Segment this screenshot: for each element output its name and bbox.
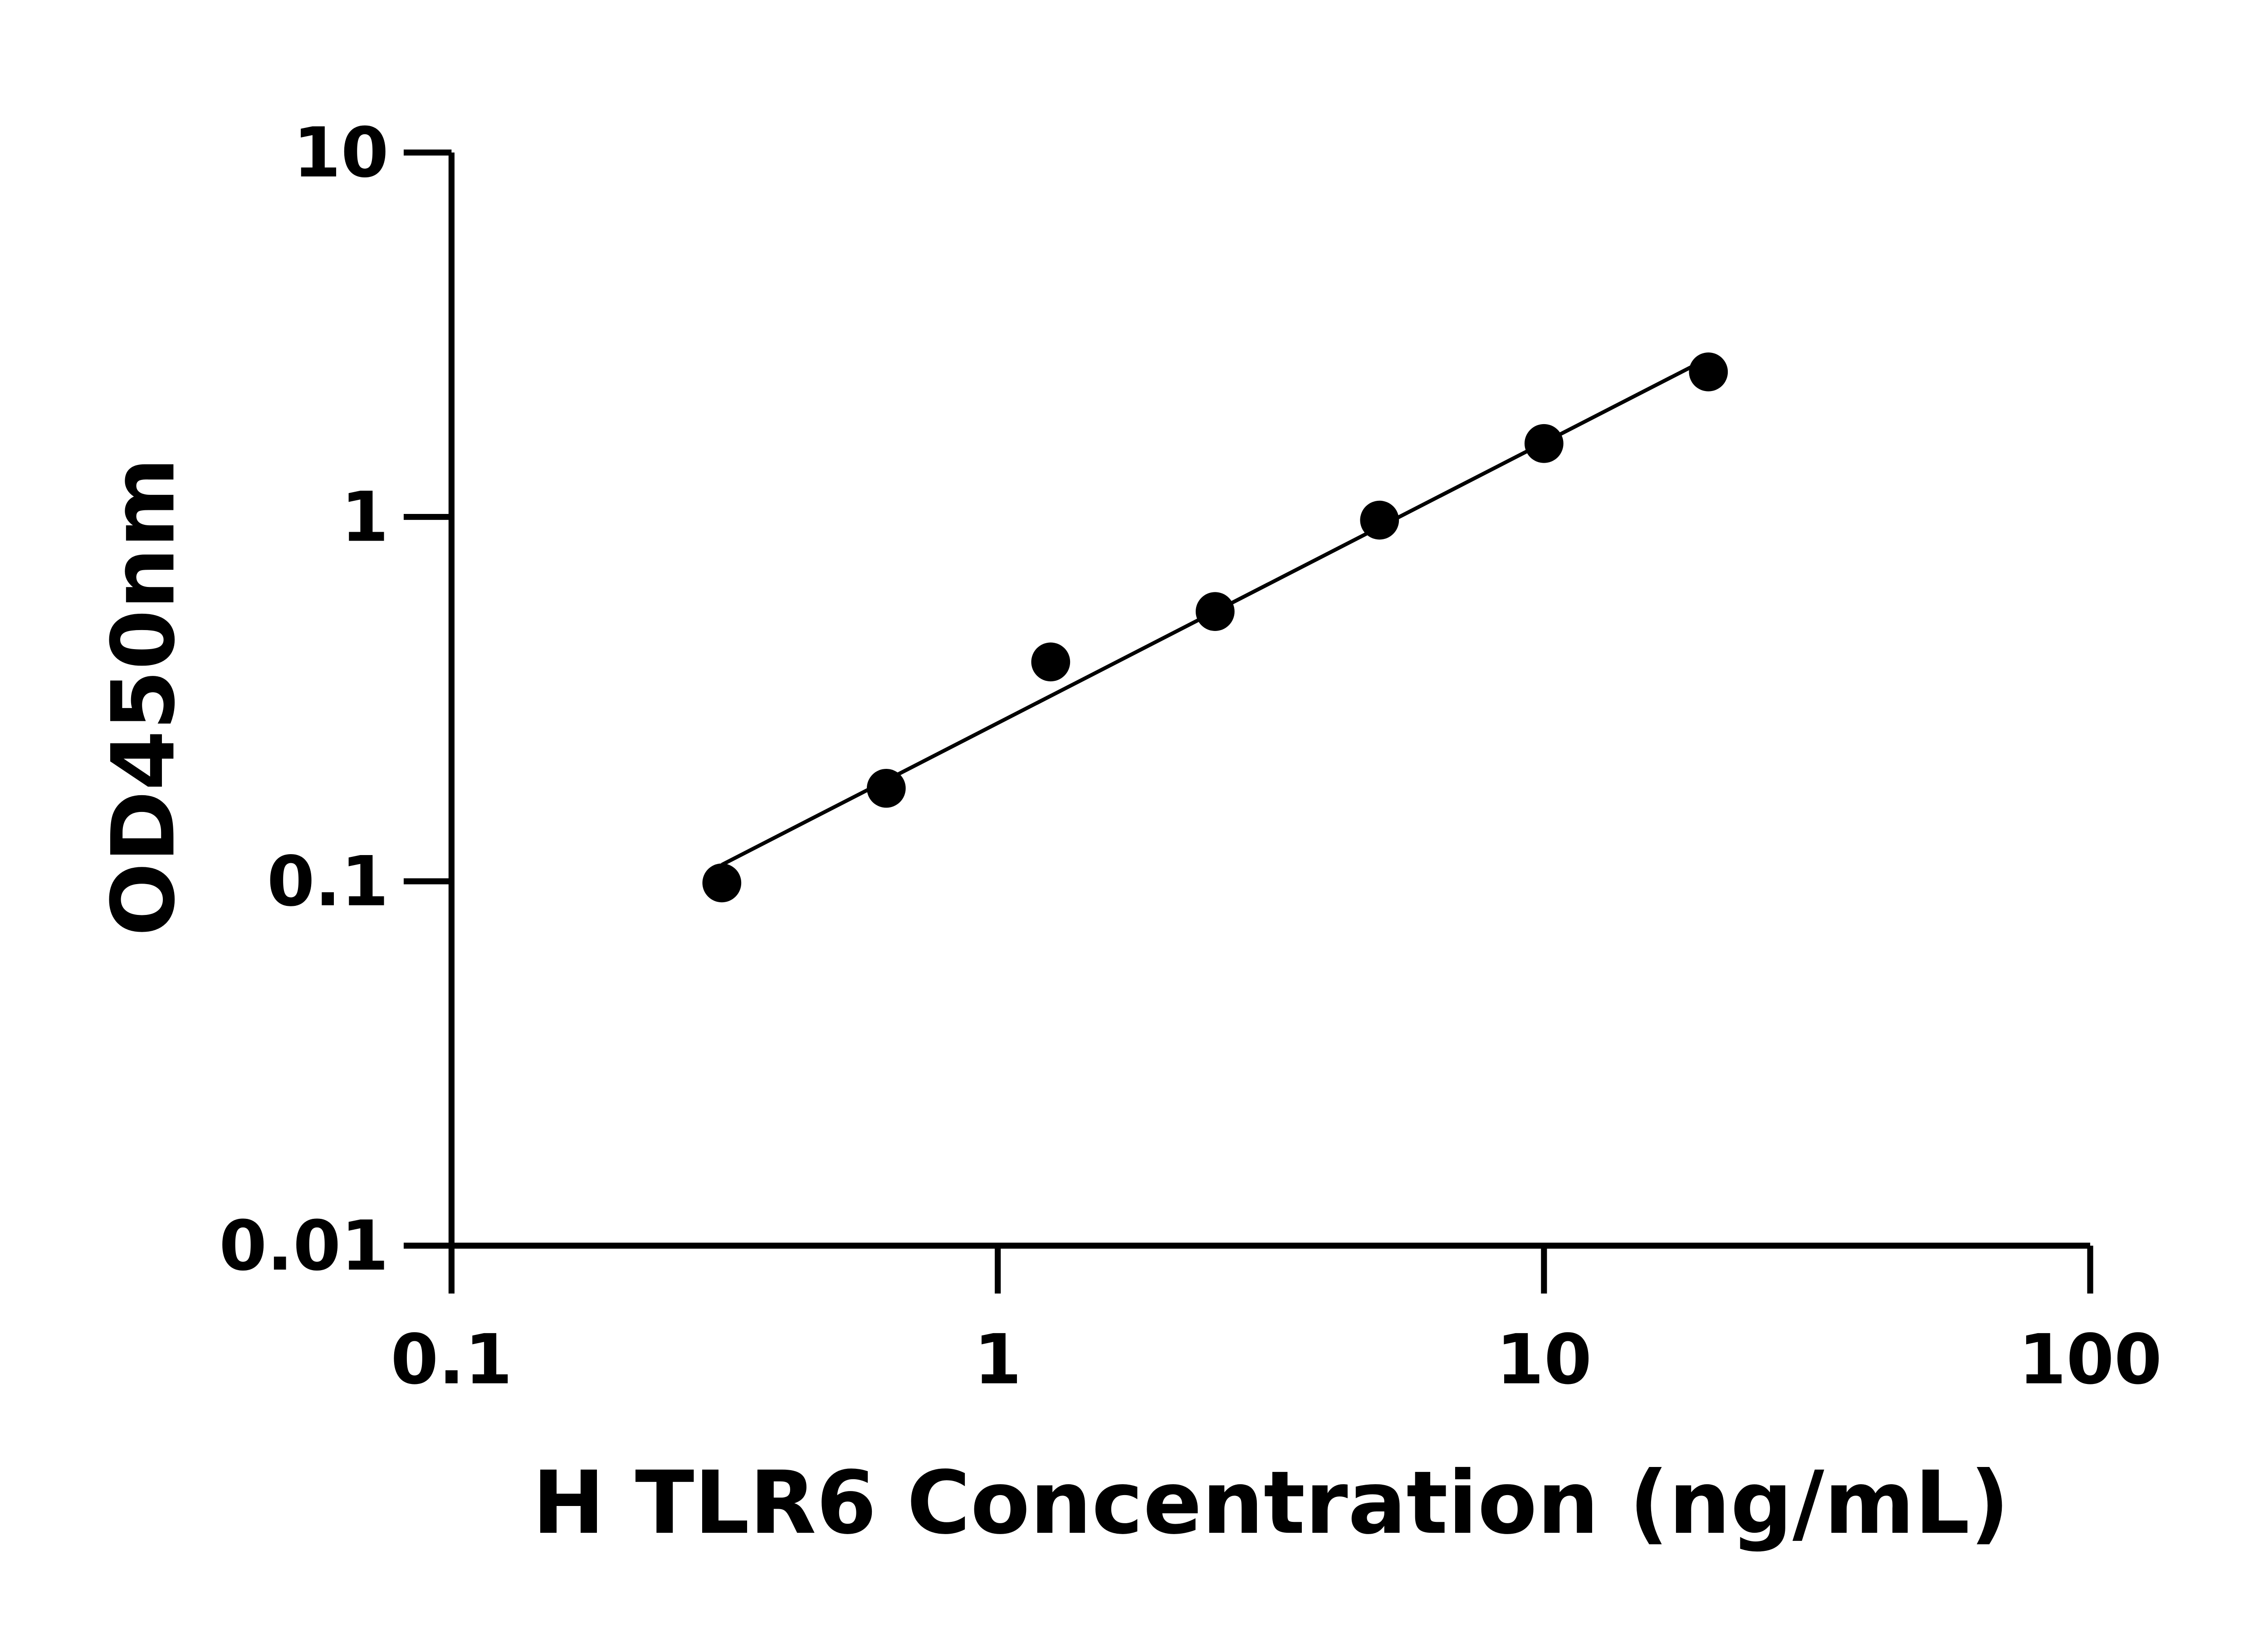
- data-point: [1524, 424, 1564, 463]
- y-tick-label: 0.1: [267, 841, 389, 922]
- data-point: [702, 863, 742, 903]
- y-tick-label: 0.01: [219, 1206, 389, 1286]
- data-point: [1689, 352, 1728, 391]
- x-tick-label: 100: [2019, 1319, 2162, 1399]
- y-tick-label: 10: [293, 112, 389, 193]
- x-axis-label: H TLR6 Concentration (ng/mL): [532, 1453, 2009, 1554]
- data-point: [1031, 642, 1070, 682]
- y-axis-label: OD450nm: [93, 457, 194, 936]
- data-point: [866, 768, 906, 808]
- y-tick-label: 1: [341, 477, 389, 557]
- x-tick-label: 0.1: [391, 1319, 513, 1399]
- data-points: [702, 352, 1728, 903]
- x-tick-label: 1: [974, 1319, 1022, 1399]
- data-point: [1195, 592, 1235, 631]
- x-tick-label: 10: [1496, 1319, 1592, 1399]
- data-point: [1360, 500, 1399, 540]
